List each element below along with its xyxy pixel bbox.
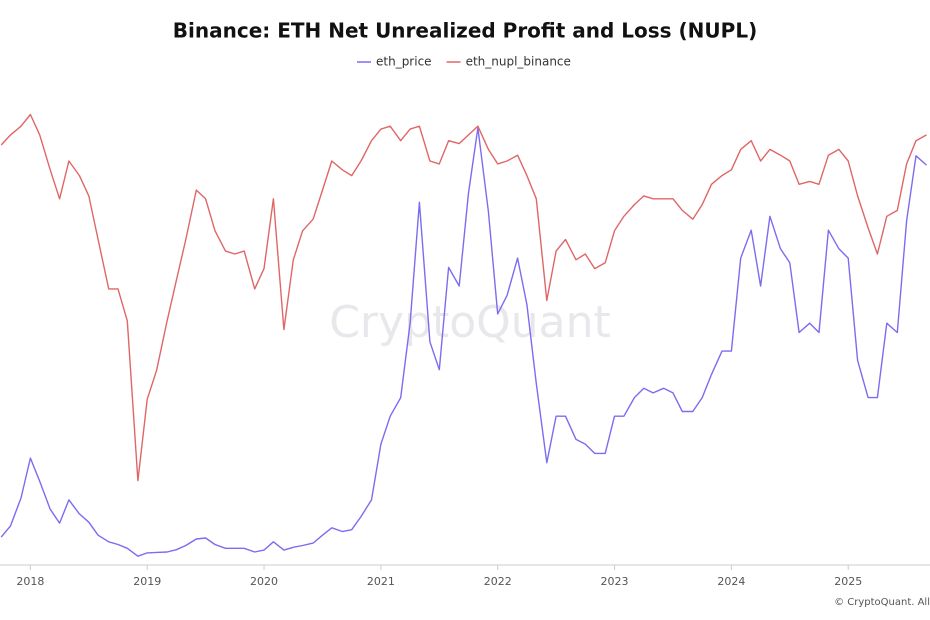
x-tick-label: 2019 <box>133 575 161 588</box>
x-tick-label: 2024 <box>717 575 745 588</box>
x-tick-label: 2021 <box>367 575 395 588</box>
watermark: CryptoQuant <box>329 297 611 348</box>
chart-title: Binance: ETH Net Unrealized Profit and L… <box>173 19 757 43</box>
series-line <box>0 127 927 557</box>
x-tick-label: 2025 <box>834 575 862 588</box>
plot-area <box>0 113 927 557</box>
x-tick-label: 2020 <box>250 575 278 588</box>
footer: © CryptoQuant. All <box>834 597 930 608</box>
legend-label: eth_nupl_binance <box>466 55 571 69</box>
legend: eth_price eth_nupl_binance <box>357 55 571 69</box>
x-tick-label: 2023 <box>601 575 629 588</box>
legend-label: eth_price <box>376 55 432 69</box>
x-tick-label: 2022 <box>484 575 512 588</box>
x-tick-label: 2018 <box>16 575 44 588</box>
series-line <box>0 113 927 482</box>
